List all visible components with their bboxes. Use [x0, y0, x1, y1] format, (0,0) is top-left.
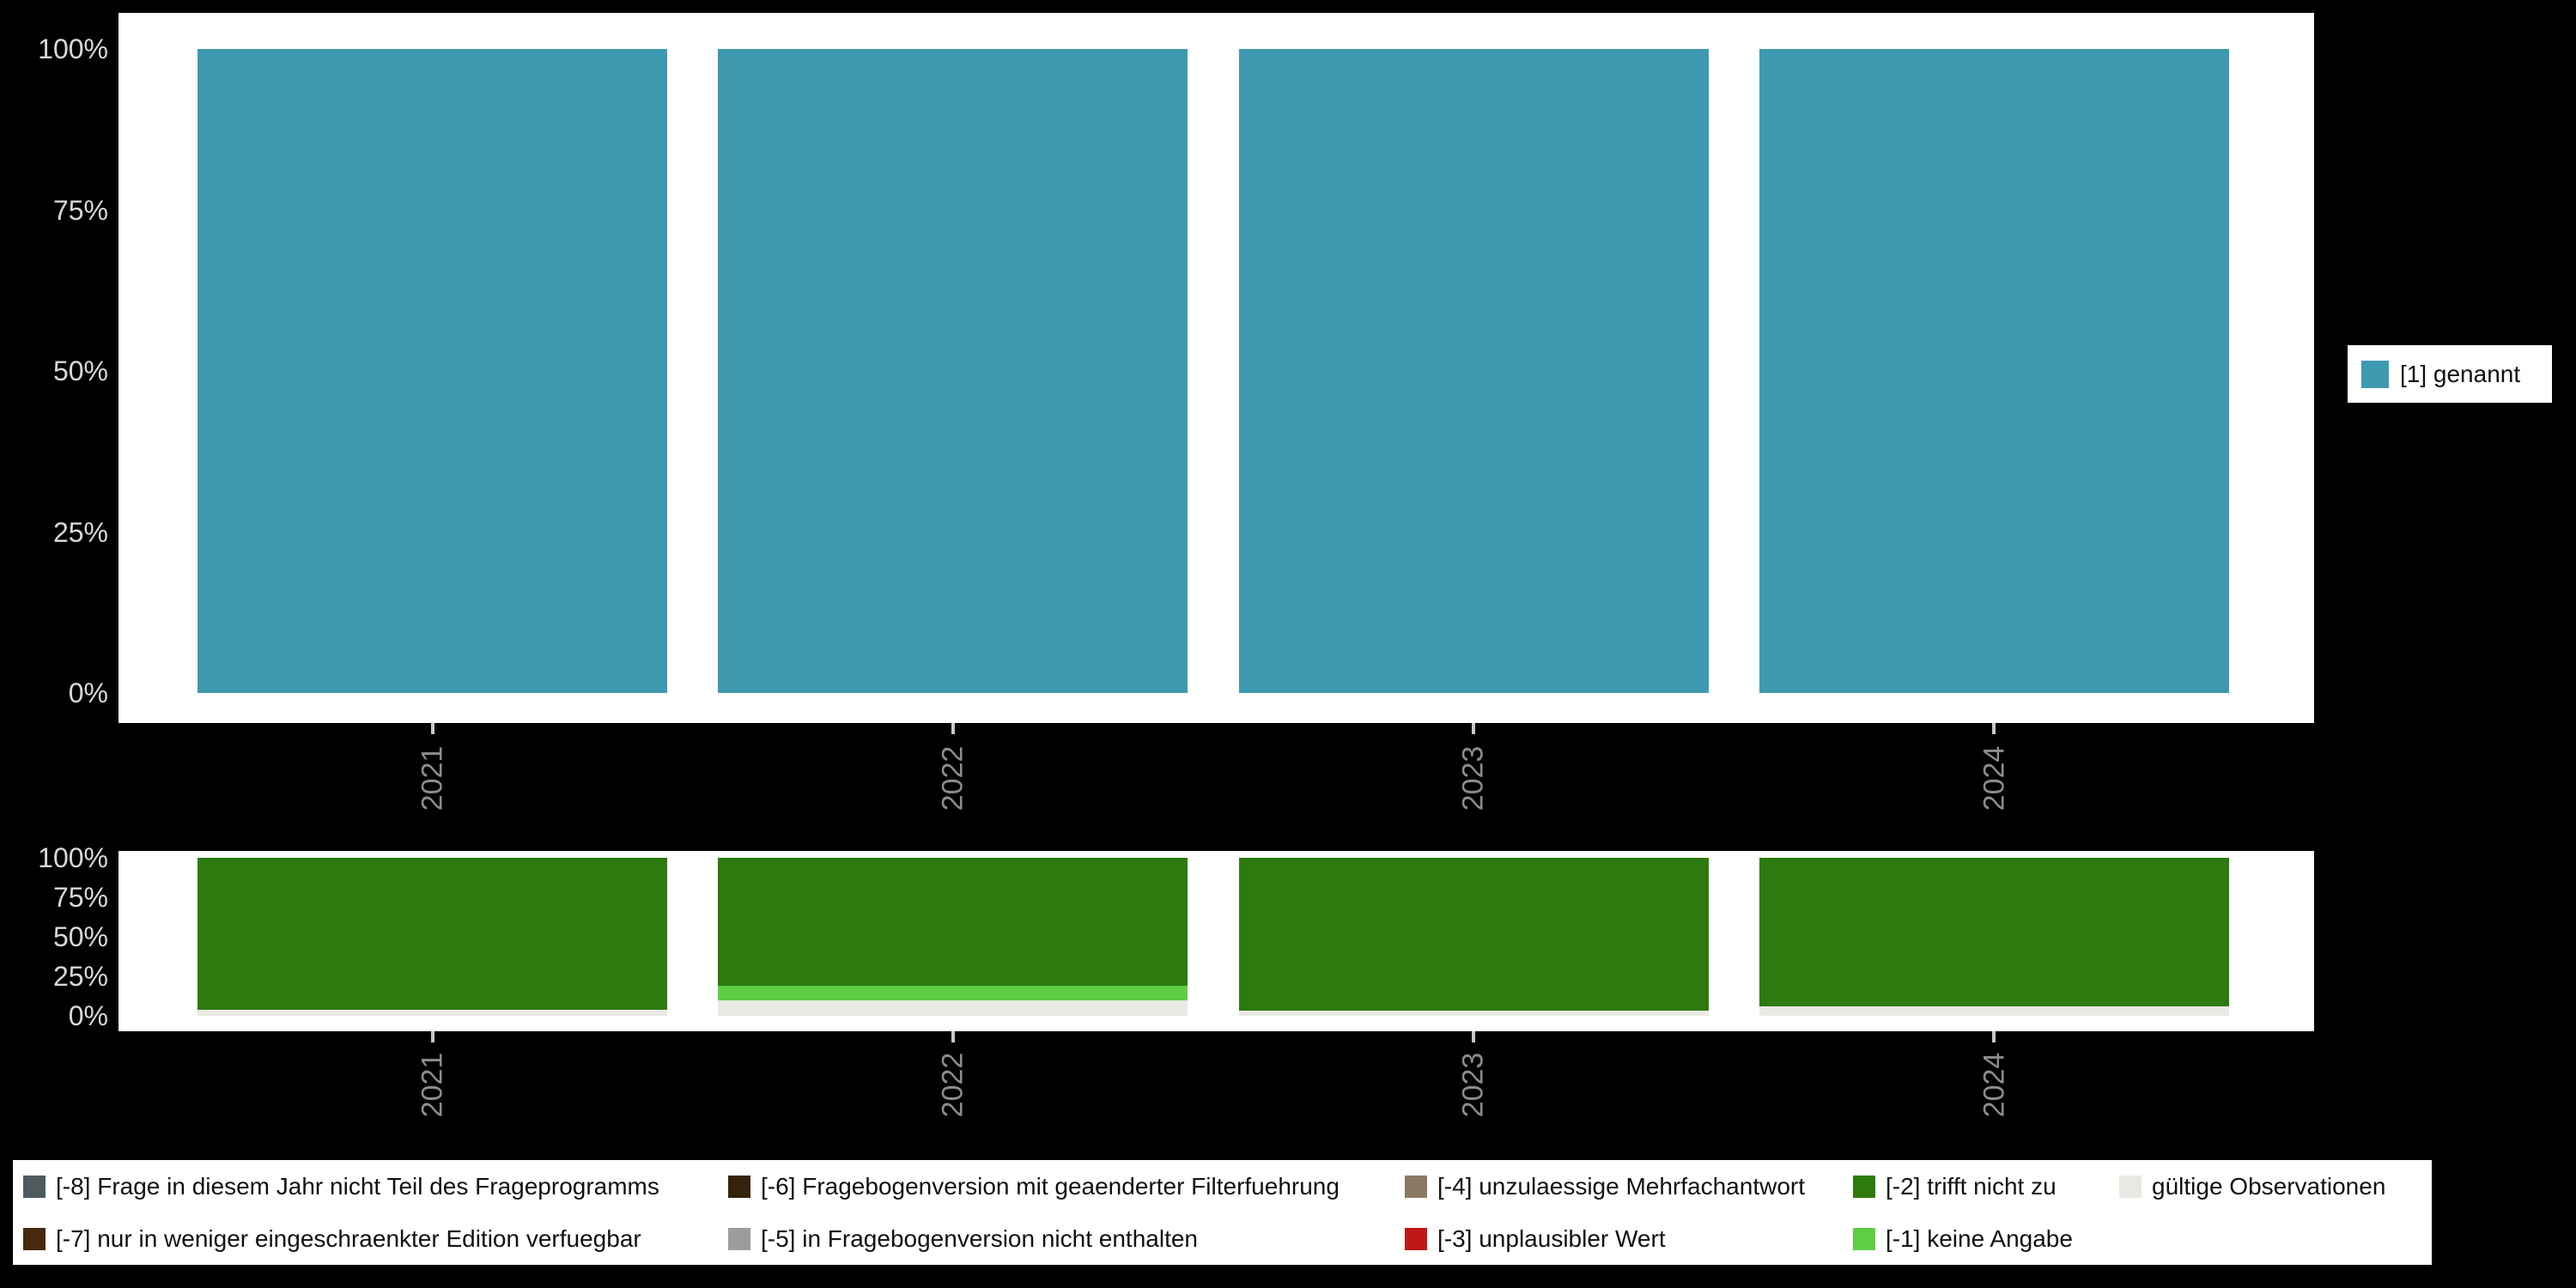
legend-item-label: [-7] nur in weniger eingeschraenkter Edi… — [56, 1224, 641, 1252]
distribution-legend: [1] genannt — [2348, 345, 2552, 403]
legend-item: [-7] nur in weniger eingeschraenkter Edi… — [23, 1225, 728, 1253]
legend-color-swatch — [2119, 1175, 2142, 1198]
legend-item-label: [-5] in Fragebogenversion nicht enthalte… — [761, 1224, 1198, 1252]
x-axis-tick-label: 2022 — [936, 1052, 969, 1117]
legend-item: [-8] Frage in diesem Jahr nicht Teil des… — [23, 1173, 728, 1200]
legend-color-swatch — [1853, 1175, 1875, 1198]
distribution-chart-panel — [118, 13, 2314, 723]
x-axis-tick-label: 2023 — [1456, 1052, 1490, 1117]
y-axis-tick-label: 25% — [52, 516, 108, 548]
x-axis-label-box: 2024 — [1947, 735, 2041, 821]
x-axis-label-box: 2024 — [1947, 1037, 2041, 1132]
legend-item-label: [-3] unplausibler Wert — [1437, 1224, 1666, 1252]
legend-item-label: [-6] Fragebogenversion mit geaenderter F… — [761, 1172, 1340, 1200]
legend-item-label: gültige Observationen — [2152, 1172, 2386, 1200]
x-axis-tick — [1992, 723, 1996, 734]
y-axis-tick-label: 100% — [38, 33, 108, 64]
y-axis-tick-label: 50% — [52, 921, 108, 952]
x-axis-tick-label: 2021 — [415, 745, 448, 811]
y-axis-tick-label: 75% — [52, 882, 108, 913]
x-axis-label-box: 2021 — [386, 1037, 480, 1132]
legend-item-label: [-2] trifft nicht zu — [1886, 1172, 2057, 1200]
x-axis-tick-label: 2023 — [1456, 745, 1490, 811]
x-axis-tick — [1472, 1031, 1476, 1042]
x-axis-tick — [430, 723, 434, 734]
legend-color-swatch — [728, 1227, 750, 1250]
legend-color-swatch — [1853, 1227, 1875, 1250]
legend-color-swatch — [2361, 360, 2389, 388]
legend-item: [-3] unplausibler Wert — [1405, 1225, 1853, 1253]
legend-item-label: [1] genannt — [2400, 360, 2521, 387]
x-axis-label-box: 2021 — [386, 735, 480, 821]
legend-item-label: [-8] Frage in diesem Jahr nicht Teil des… — [56, 1172, 659, 1200]
y-axis-tick-label: 0% — [68, 1000, 108, 1031]
legend-item-label: [-1] keine Angabe — [1886, 1224, 2073, 1252]
legend-item: [-2] trifft nicht zu — [1853, 1173, 2119, 1200]
x-axis-tick-label: 2021 — [415, 1052, 448, 1117]
legend-item: gültige Observationen — [2119, 1173, 2432, 1200]
y-axis-tick-label: 100% — [38, 842, 108, 873]
y-axis-tick-label: 0% — [68, 677, 108, 708]
legend-item: [-6] Fragebogenversion mit geaenderter F… — [728, 1173, 1405, 1200]
legend-item: [-5] in Fragebogenversion nicht enthalte… — [728, 1225, 1405, 1253]
legend-item-label: [-4] unzulaessige Mehrfachantwort — [1437, 1172, 1805, 1200]
y-axis-tick-label: 25% — [52, 961, 108, 992]
x-axis-tick — [430, 1031, 434, 1042]
missings-chart-panel — [118, 851, 2314, 1031]
y-axis-tick-label: 75% — [52, 194, 108, 226]
x-axis-tick — [1992, 1031, 1996, 1042]
legend-color-swatch — [23, 1227, 46, 1250]
x-axis-label-box: 2022 — [906, 1037, 1000, 1132]
x-axis-tick-label: 2022 — [936, 745, 969, 811]
y-axis-tick-label: 50% — [52, 355, 108, 386]
legend-item: [-1] keine Angabe — [1853, 1225, 2119, 1253]
x-axis-tick-label: 2024 — [1977, 745, 2010, 811]
legend-color-swatch — [1405, 1227, 1427, 1250]
missings-legend-grid: [-8] Frage in diesem Jahr nicht Teil des… — [13, 1160, 2432, 1265]
x-axis-tick — [1472, 723, 1476, 734]
x-axis-label-box: 2022 — [906, 735, 1000, 821]
legend-item: [-4] unzulaessige Mehrfachantwort — [1405, 1173, 1853, 1200]
x-axis-tick-label: 2024 — [1977, 1052, 2010, 1117]
x-axis-label-box: 2023 — [1426, 1037, 1521, 1132]
legend-color-swatch — [23, 1175, 46, 1198]
x-axis-tick — [951, 723, 955, 734]
x-axis-tick — [951, 1031, 955, 1042]
x-axis-label-box: 2023 — [1426, 735, 1521, 821]
legend-color-swatch — [728, 1175, 750, 1198]
legend-color-swatch — [1405, 1175, 1427, 1198]
missings-legend: [-8] Frage in diesem Jahr nicht Teil des… — [13, 1160, 2432, 1265]
